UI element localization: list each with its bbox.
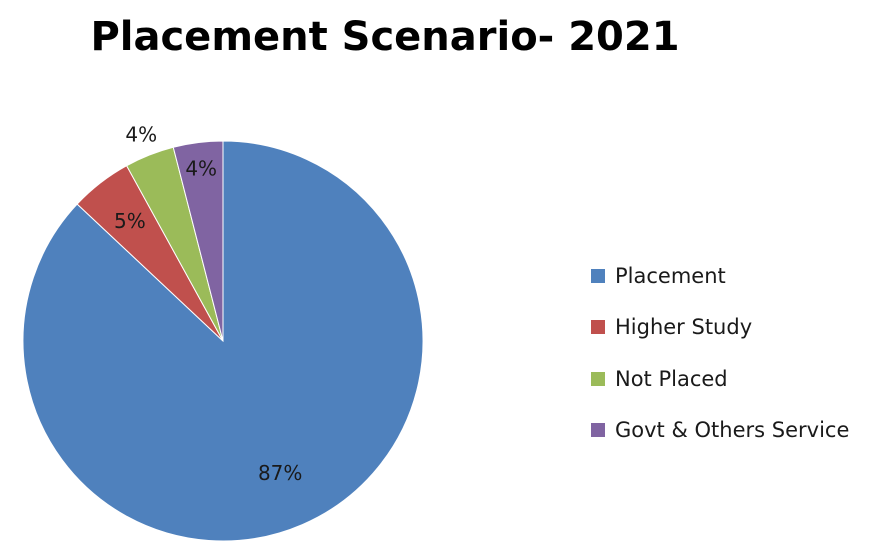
legend-label: Govt & Others Service xyxy=(615,418,850,443)
legend-swatch xyxy=(591,423,605,438)
legend-item-govt-others-service: Govt & Others Service xyxy=(591,405,849,457)
legend-label: Higher Study xyxy=(615,315,753,340)
legend-swatch xyxy=(591,371,605,386)
legend-item-higher-study: Higher Study xyxy=(591,302,849,354)
legend: Placement Higher Study Not Placed Govt & Ot… xyxy=(591,250,849,456)
legend-label: Placement xyxy=(615,263,726,288)
data-label-higher-study: 5% xyxy=(114,209,146,233)
chart-title: Placement Scenario- 2021 xyxy=(90,14,680,60)
legend-item-placement: Placement xyxy=(591,250,849,302)
legend-swatch xyxy=(591,320,605,335)
data-label-placement: 87% xyxy=(258,461,302,485)
data-label-not-placed: 4% xyxy=(125,123,157,147)
legend-swatch xyxy=(591,268,605,283)
pie-slice-govt-others-service xyxy=(172,140,224,342)
legend-label: Not Placed xyxy=(615,366,728,391)
pie-slice-placement xyxy=(22,140,424,542)
legend-item-not-placed: Not Placed xyxy=(591,353,849,405)
data-label-govt-others-service: 4% xyxy=(185,156,217,180)
